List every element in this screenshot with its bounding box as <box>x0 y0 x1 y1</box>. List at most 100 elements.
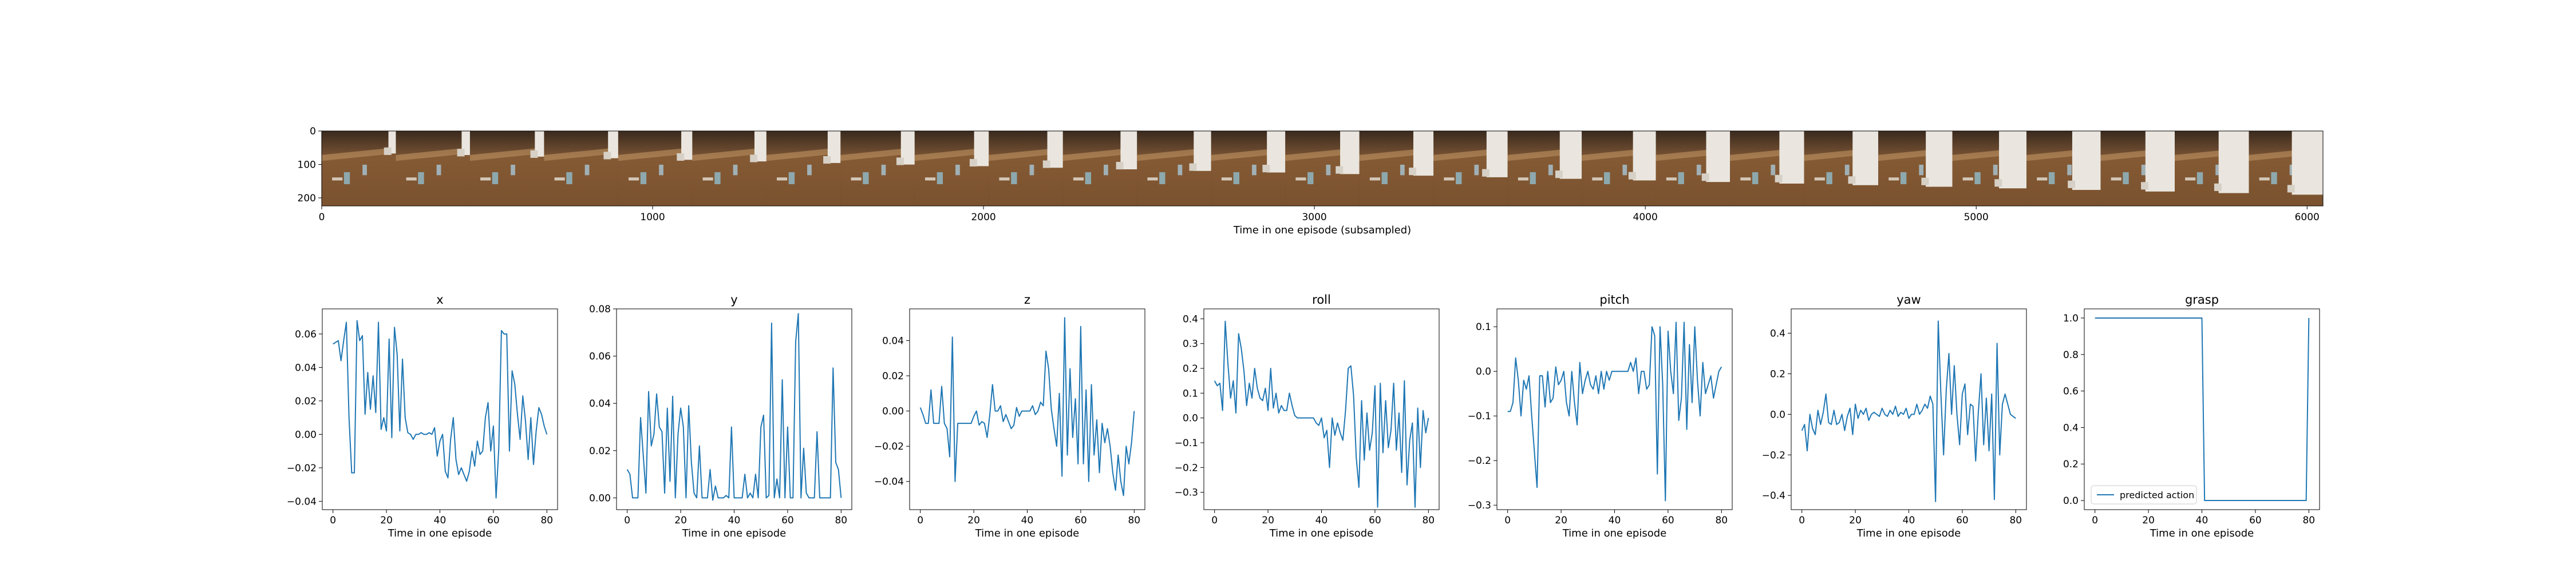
series-line <box>626 313 842 501</box>
object-cup <box>1530 172 1536 185</box>
object-cup <box>640 172 647 185</box>
y-tick-label: −0.2 <box>1175 462 1198 474</box>
table-edge <box>1137 147 1211 161</box>
plot-area <box>1204 309 1439 510</box>
table-edge <box>396 147 470 161</box>
x-tick-label: 40 <box>1315 515 1328 526</box>
x-tick-label: 20 <box>674 515 687 526</box>
filmstrip-frame <box>469 131 544 206</box>
chart-title: z <box>1024 293 1030 307</box>
y-tick-label: 0.02 <box>882 371 904 382</box>
x-tick-label: 60 <box>781 515 794 526</box>
tabletop <box>914 153 989 206</box>
tabletop <box>469 153 544 206</box>
object-bottle <box>1474 164 1479 176</box>
x-tick-label: 80 <box>540 515 553 526</box>
x-tick-label: 20 <box>967 515 980 526</box>
x-tick-label: 20 <box>1555 515 1567 526</box>
filmstrip-frame <box>1952 131 2027 206</box>
robot-gripper <box>1336 166 1344 174</box>
robot-gripper <box>1482 169 1490 177</box>
legend-box <box>2091 485 2197 505</box>
tabletop <box>766 153 841 206</box>
filmstrip-x-tick-label: 6000 <box>2295 212 2320 223</box>
object-paper <box>2185 177 2196 181</box>
robot-gripper <box>2287 185 2295 193</box>
y-tick-label: 0.2 <box>1770 368 1785 380</box>
table-edge <box>322 147 396 161</box>
object-bottle <box>1696 164 1701 176</box>
chart-title: grasp <box>2185 293 2219 307</box>
x-tick-label: 40 <box>434 515 447 526</box>
robot-arm <box>2291 131 2323 195</box>
x-tick-label: 40 <box>1903 515 1915 526</box>
object-paper <box>1221 177 1232 181</box>
filmstrip-frame <box>2175 131 2250 206</box>
plot-area <box>1497 309 1732 510</box>
filmstrip-frame <box>1285 131 1360 206</box>
chart-y: 0 20 40 60 80 0.00 0.02 0.04 0.06 0.08 y Time in on… <box>589 293 852 539</box>
object-paper <box>2111 177 2121 181</box>
object-paper <box>2259 177 2270 181</box>
x-tick-label: 60 <box>487 515 500 526</box>
x-tick-label: 0 <box>1799 515 1805 526</box>
filmstrip-frame <box>1433 131 1508 206</box>
object-cup <box>2048 172 2055 185</box>
object-bottle <box>2141 164 2146 176</box>
object-cup <box>1233 172 1239 185</box>
object-cup <box>1678 172 1684 185</box>
y-tick-label: 0.00 <box>882 406 904 418</box>
filmstrip-frame <box>989 131 1064 206</box>
filmstrip-x-tick-label: 4000 <box>1633 212 1658 223</box>
y-tick-label: −0.04 <box>287 496 317 507</box>
robot-arm <box>1999 131 2027 189</box>
robot-gripper <box>2068 180 2076 188</box>
y-tick-label: 0.00 <box>589 492 611 504</box>
robot-gripper <box>1555 170 1563 178</box>
filmstrip-frame <box>692 131 767 206</box>
table-edge <box>1062 147 1137 161</box>
table-edge <box>544 147 618 161</box>
robot-arm <box>1267 131 1286 173</box>
object-paper <box>999 177 1010 181</box>
object-bottle <box>511 164 515 176</box>
filmstrip-frame <box>1211 131 1286 206</box>
robot-gripper <box>1116 162 1124 170</box>
robot-arm <box>1779 131 1804 184</box>
y-tick-label: 0.4 <box>1183 313 1198 325</box>
robot-arm <box>1706 131 1730 182</box>
x-tick-label: 60 <box>1074 515 1087 526</box>
object-bottle <box>1326 164 1331 176</box>
y-tick-label: 0.2 <box>1183 363 1198 375</box>
filmstrip-frame <box>1878 131 1953 206</box>
filmstrip-frame <box>1359 131 1434 206</box>
object-bottle <box>1548 164 1553 176</box>
filmstrip-frame <box>1730 131 1805 206</box>
table-edge <box>1211 147 1286 161</box>
robot-gripper <box>1701 173 1709 181</box>
filmstrip-frame <box>322 131 396 206</box>
legend-entry: predicted action <box>2120 490 2194 500</box>
tabletop <box>322 153 396 206</box>
robot-arm <box>681 131 693 160</box>
x-axis-label: Time in one episode <box>388 527 492 539</box>
filmstrip-y-tick-label: 100 <box>298 159 316 170</box>
chart-yaw: 0 20 40 60 80 −0.4 −0.2 0.0 0.2 0.4 yaw Time in one… <box>1762 293 2027 539</box>
filmstrip-frame <box>618 131 693 206</box>
chart-title: pitch <box>1599 293 1629 307</box>
x-tick-label: 0 <box>1504 515 1511 526</box>
y-tick-label: 0.04 <box>589 398 611 410</box>
x-tick-label: 40 <box>1021 515 1034 526</box>
object-paper <box>1592 177 1603 181</box>
episode-filmstrip: 0 1000 2000 3000 4000 5000 6000 0 100 200 Time in … <box>298 126 2324 236</box>
object-bottle <box>1400 164 1405 176</box>
object-paper <box>406 177 417 181</box>
object-paper <box>777 177 788 181</box>
robot-gripper <box>1409 168 1417 176</box>
robot-arm <box>827 131 841 163</box>
object-cup <box>1752 172 1759 185</box>
robot-arm <box>1852 131 1879 185</box>
object-cup <box>1307 172 1314 185</box>
object-paper <box>2037 177 2048 181</box>
